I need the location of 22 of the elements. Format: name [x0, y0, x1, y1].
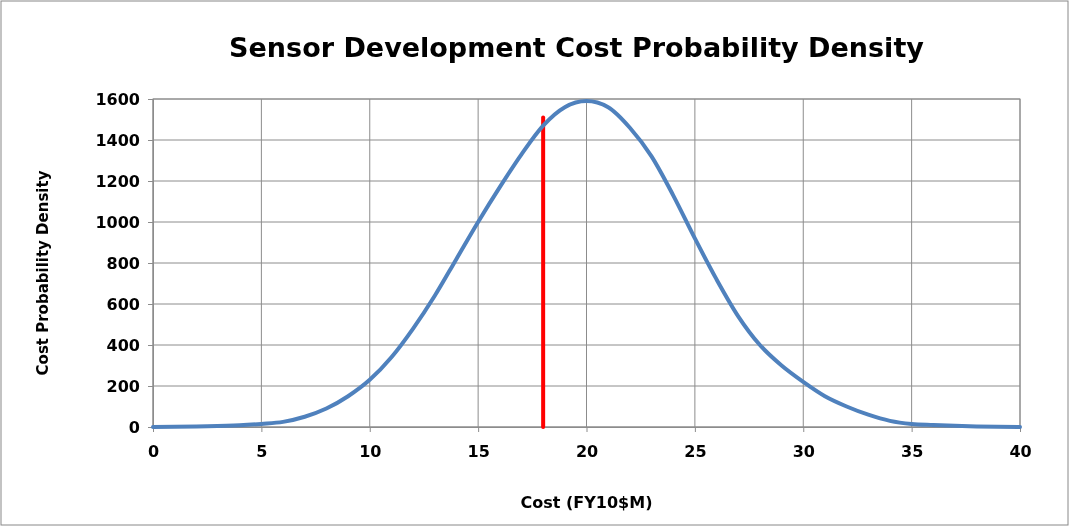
y-tick-label: 600: [106, 294, 140, 314]
y-tick-label: 1400: [95, 130, 140, 150]
x-tick-label: 15: [467, 442, 490, 462]
x-axis-title: Cost (FY10$M): [520, 493, 653, 512]
x-tick-label: 10: [359, 442, 382, 462]
x-tick-label: 30: [792, 442, 815, 462]
x-tick-label: 20: [575, 442, 599, 462]
y-tick-label: 200: [106, 376, 140, 396]
y-tick-label: 400: [106, 335, 140, 355]
y-axis-title: Cost Probability Density: [34, 170, 52, 376]
x-tick-label: 5: [256, 442, 268, 462]
x-tick-label: 0: [147, 442, 160, 462]
y-tick-label: 1000: [95, 212, 140, 232]
line-series: [151, 99, 1022, 429]
y-tick-label: 0: [128, 417, 140, 437]
x-tick-label: 35: [900, 442, 924, 462]
y-tick-label: 1200: [95, 171, 140, 191]
y-tick-label: 800: [106, 253, 140, 273]
y-tick-label: 1600: [95, 89, 140, 109]
x-tick-label: 40: [1009, 442, 1032, 462]
x-tick-label: 25: [684, 442, 707, 462]
chart-title: Sensor Development Cost Probability Density: [229, 32, 925, 63]
